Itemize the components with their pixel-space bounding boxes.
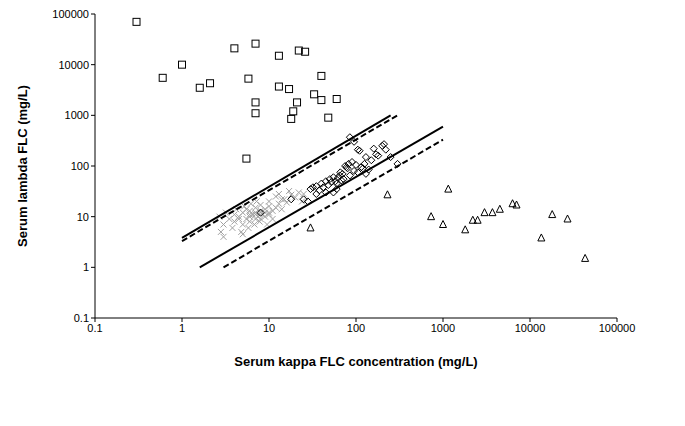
svg-text:100: 100 (71, 160, 89, 172)
svg-text:1: 1 (83, 261, 89, 273)
svg-text:10000: 10000 (515, 322, 546, 334)
svg-text:10000: 10000 (58, 59, 89, 71)
svg-text:100000: 100000 (52, 8, 89, 20)
svg-text:100: 100 (347, 322, 365, 334)
svg-text:1000: 1000 (65, 109, 89, 121)
svg-text:10: 10 (263, 322, 275, 334)
svg-text:100000: 100000 (599, 322, 636, 334)
svg-text:1000: 1000 (431, 322, 455, 334)
svg-text:Serum kappa FLC concentration: Serum kappa FLC concentration (mg/L) (234, 354, 477, 369)
svg-text:10: 10 (77, 211, 89, 223)
svg-text:1: 1 (179, 322, 185, 334)
svg-text:0.1: 0.1 (74, 312, 89, 324)
svg-text:0.1: 0.1 (87, 322, 102, 334)
svg-text:Serum lambda FLC (mg/L): Serum lambda FLC (mg/L) (15, 85, 30, 247)
